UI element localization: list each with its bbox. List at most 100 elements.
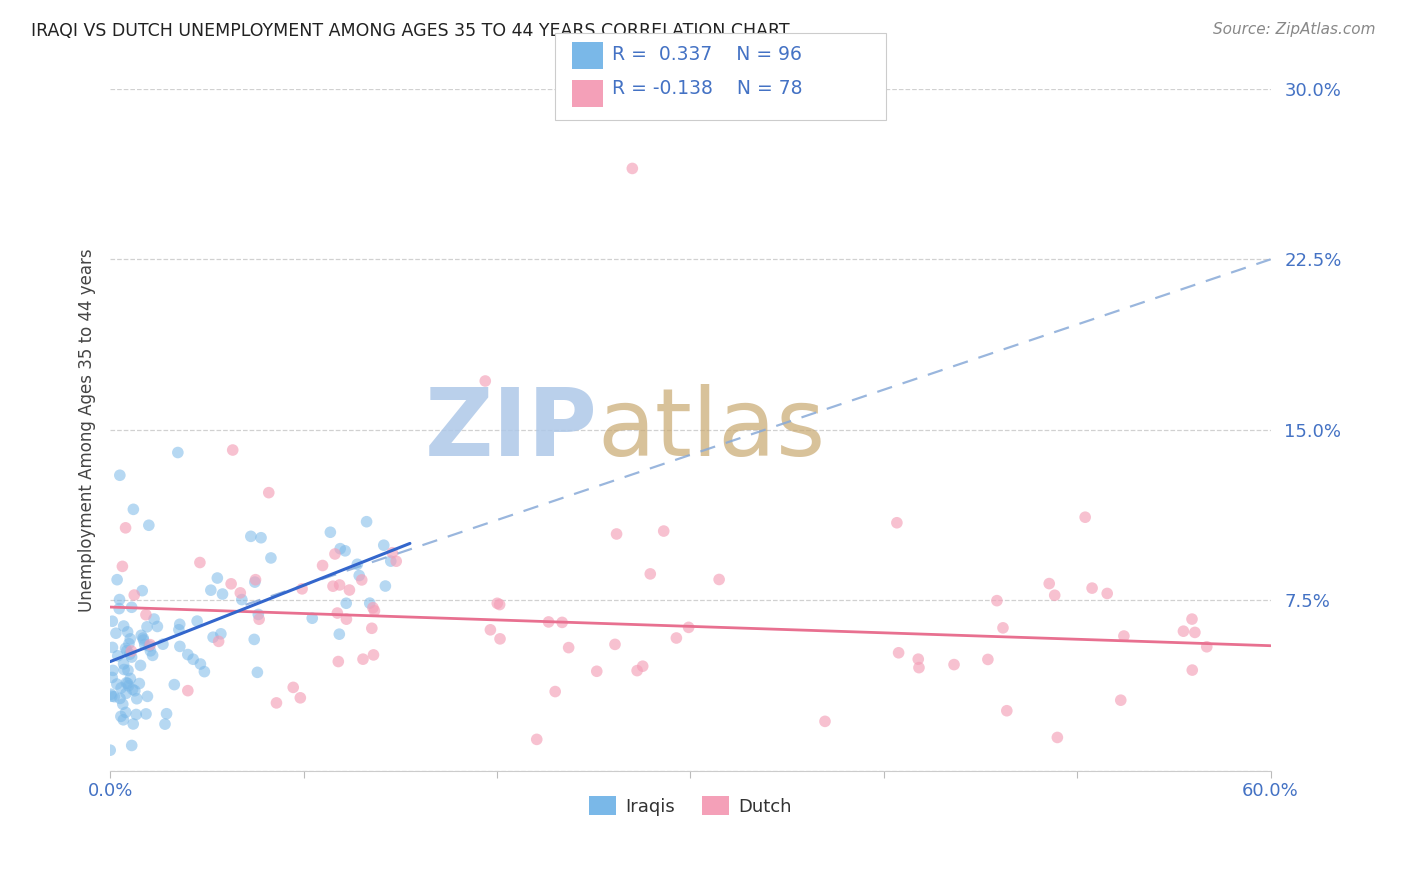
Point xyxy=(977,652,1000,666)
Point xyxy=(291,582,314,596)
Point xyxy=(107,648,129,663)
Point xyxy=(621,161,644,176)
Point xyxy=(101,640,124,655)
Point xyxy=(125,707,148,722)
Point xyxy=(1173,624,1195,639)
Point xyxy=(373,538,395,552)
Point xyxy=(135,706,157,721)
Point xyxy=(943,657,966,672)
Point xyxy=(181,652,204,666)
Point xyxy=(115,644,138,658)
Point xyxy=(250,531,273,545)
Point xyxy=(166,445,188,459)
Point xyxy=(108,691,131,706)
Point xyxy=(139,638,162,652)
Point xyxy=(139,644,162,658)
Point xyxy=(333,544,356,558)
Point xyxy=(169,640,191,654)
Point xyxy=(121,600,143,615)
Point xyxy=(155,706,177,721)
Point xyxy=(101,614,124,628)
Point xyxy=(121,650,143,665)
Point xyxy=(142,648,165,663)
Point xyxy=(209,627,232,641)
Point xyxy=(328,655,350,669)
Point xyxy=(1043,588,1066,602)
Point xyxy=(1195,640,1218,654)
Point xyxy=(290,690,312,705)
Point xyxy=(117,664,139,678)
Point xyxy=(319,525,342,540)
Point xyxy=(98,743,121,757)
Point xyxy=(551,615,574,630)
Point xyxy=(211,587,233,601)
Point xyxy=(222,443,245,458)
Point xyxy=(1112,629,1135,643)
Point xyxy=(385,554,408,568)
Point xyxy=(114,706,136,720)
Point xyxy=(311,558,333,573)
Point xyxy=(118,637,141,651)
Point xyxy=(115,686,138,700)
Point xyxy=(129,628,152,642)
Point xyxy=(110,681,132,695)
Point xyxy=(134,638,156,652)
Point xyxy=(908,660,931,674)
Point xyxy=(474,374,496,388)
Point xyxy=(219,577,242,591)
Point xyxy=(190,657,212,671)
Point xyxy=(125,691,148,706)
Point xyxy=(143,612,166,626)
Point xyxy=(132,631,155,645)
Point xyxy=(544,684,567,698)
Point xyxy=(239,529,262,543)
Point xyxy=(266,696,288,710)
Point xyxy=(707,573,730,587)
Point xyxy=(231,592,253,607)
Point xyxy=(301,611,323,625)
Text: Source: ZipAtlas.com: Source: ZipAtlas.com xyxy=(1212,22,1375,37)
Point xyxy=(121,739,143,753)
Point xyxy=(117,676,139,690)
Point xyxy=(188,556,211,570)
Point xyxy=(163,678,186,692)
Point xyxy=(335,612,357,626)
Point xyxy=(114,641,136,656)
Point xyxy=(374,579,396,593)
Point xyxy=(246,665,269,680)
Point xyxy=(207,634,229,648)
Text: R = -0.138    N = 78: R = -0.138 N = 78 xyxy=(612,79,801,98)
Point xyxy=(1038,576,1060,591)
Point xyxy=(120,672,142,686)
Point xyxy=(986,593,1008,607)
Point xyxy=(359,596,381,610)
Point xyxy=(186,614,208,628)
Point xyxy=(108,592,131,607)
Point xyxy=(678,620,700,634)
Text: R =  0.337    N = 96: R = 0.337 N = 96 xyxy=(612,45,801,64)
Point xyxy=(361,600,384,615)
Point xyxy=(146,619,169,633)
Point xyxy=(177,683,200,698)
Point xyxy=(112,619,135,633)
Point xyxy=(479,623,502,637)
Point xyxy=(360,621,382,635)
Point xyxy=(131,583,153,598)
Point xyxy=(363,648,385,662)
Point xyxy=(489,632,512,646)
Point xyxy=(363,604,385,618)
Point xyxy=(347,568,370,582)
Point xyxy=(169,617,191,632)
Point xyxy=(111,559,134,574)
Point xyxy=(329,578,352,592)
Point xyxy=(122,502,145,516)
Point xyxy=(153,717,176,731)
Point xyxy=(326,606,349,620)
Point xyxy=(207,571,229,585)
Point xyxy=(108,601,131,615)
Point xyxy=(626,664,648,678)
Point xyxy=(638,566,661,581)
Point xyxy=(995,704,1018,718)
Point xyxy=(488,598,510,612)
Point xyxy=(887,646,910,660)
